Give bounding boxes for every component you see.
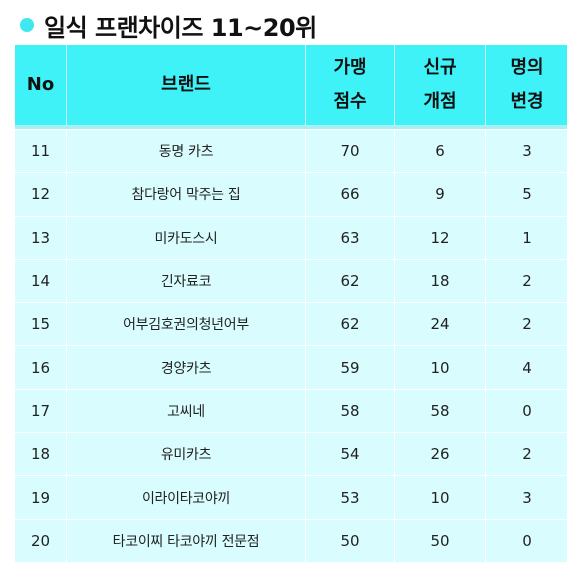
cell-no: 15 — [15, 302, 67, 346]
cell-no: 13 — [15, 215, 67, 259]
cell-brand: 어부김호권의청년어부 — [67, 302, 306, 346]
cell-score: 54 — [306, 432, 395, 476]
header-divider — [15, 125, 567, 129]
cell-no: 14 — [15, 258, 67, 303]
header-new-stores-line1: 신규 — [423, 57, 457, 78]
cell-no: 16 — [15, 345, 67, 389]
cell-name-change: 0 — [486, 518, 567, 562]
ranking-table: No 브랜드 가맹 점수 신규 개점 명의 변경 11 동명 카츠 70 6 3 12 참다… — [15, 45, 567, 562]
table-row: 20 타코이찌 타코야끼 전문점 50 50 0 — [15, 518, 567, 562]
cell-score: 66 — [306, 172, 395, 216]
header-new-stores-line2: 개점 — [423, 91, 457, 112]
table-body: 11 동명 카츠 70 6 3 12 참다랑어 막주는 집 66 9 5 13 미카도스시 63 12 1 1… — [15, 129, 567, 562]
cell-name-change: 2 — [486, 302, 567, 346]
title-row: 일식 프랜차이즈 11~20위 — [20, 8, 317, 42]
cell-new-stores: 18 — [395, 258, 486, 303]
cell-new-stores: 58 — [395, 388, 486, 433]
cell-name-change: 2 — [486, 432, 567, 476]
cell-score: 62 — [306, 302, 395, 346]
cell-brand: 동명 카츠 — [67, 129, 306, 173]
cell-new-stores: 26 — [395, 432, 486, 476]
table-row: 11 동명 카츠 70 6 3 — [15, 129, 567, 173]
cell-new-stores: 50 — [395, 518, 486, 562]
header-score-line2: 점수 — [333, 91, 367, 112]
cell-name-change: 4 — [486, 345, 567, 389]
table-row: 19 이라이타코야끼 53 10 3 — [15, 475, 567, 519]
cell-brand: 미카도스시 — [67, 215, 306, 259]
cell-name-change: 5 — [486, 172, 567, 216]
cell-new-stores: 10 — [395, 475, 486, 519]
table-row: 14 긴자료코 62 18 2 — [15, 258, 567, 303]
header-no: No — [15, 45, 67, 125]
cell-no: 12 — [15, 172, 67, 216]
cell-score: 62 — [306, 258, 395, 303]
table-row: 16 경양카츠 59 10 4 — [15, 345, 567, 389]
cell-name-change: 3 — [486, 475, 567, 519]
cell-brand: 참다랑어 막주는 집 — [67, 172, 306, 216]
cell-name-change: 3 — [486, 129, 567, 173]
cell-name-change: 1 — [486, 215, 567, 259]
cell-brand: 고씨네 — [67, 388, 306, 433]
cell-name-change: 0 — [486, 388, 567, 433]
cell-brand: 유미카츠 — [67, 432, 306, 476]
cell-new-stores: 6 — [395, 129, 486, 173]
header-name-change-line1: 명의 — [510, 57, 544, 78]
cell-score: 59 — [306, 345, 395, 389]
header-score: 가맹 점수 — [306, 45, 395, 125]
cell-brand: 이라이타코야끼 — [67, 475, 306, 519]
table-header: No 브랜드 가맹 점수 신규 개점 명의 변경 — [15, 45, 567, 129]
cell-score: 58 — [306, 388, 395, 433]
cell-score: 63 — [306, 215, 395, 259]
cell-brand: 긴자료코 — [67, 258, 306, 303]
cell-no: 20 — [15, 518, 67, 562]
table-row: 15 어부김호권의청년어부 62 24 2 — [15, 302, 567, 346]
header-brand: 브랜드 — [67, 45, 306, 125]
cell-no: 18 — [15, 432, 67, 476]
cell-score: 50 — [306, 518, 395, 562]
table-row: 18 유미카츠 54 26 2 — [15, 432, 567, 476]
header-score-line1: 가맹 — [333, 57, 367, 78]
cell-new-stores: 9 — [395, 172, 486, 216]
cell-no: 19 — [15, 475, 67, 519]
header-new-stores: 신규 개점 — [395, 45, 486, 125]
cell-name-change: 2 — [486, 258, 567, 303]
page-title: 일식 프랜차이즈 11~20위 — [44, 13, 317, 42]
cell-no: 11 — [15, 129, 67, 173]
cell-no: 17 — [15, 388, 67, 433]
table-row: 13 미카도스시 63 12 1 — [15, 215, 567, 259]
header-name-change: 명의 변경 — [486, 45, 567, 125]
cell-score: 53 — [306, 475, 395, 519]
header-name-change-line2: 변경 — [510, 91, 544, 112]
cell-new-stores: 10 — [395, 345, 486, 389]
cell-new-stores: 12 — [395, 215, 486, 259]
bullet-dot-icon — [20, 18, 34, 32]
table-row: 12 참다랑어 막주는 집 66 9 5 — [15, 172, 567, 216]
cell-new-stores: 24 — [395, 302, 486, 346]
cell-brand: 타코이찌 타코야끼 전문점 — [67, 518, 306, 562]
cell-brand: 경양카츠 — [67, 345, 306, 389]
cell-score: 70 — [306, 129, 395, 173]
table-row: 17 고씨네 58 58 0 — [15, 388, 567, 433]
